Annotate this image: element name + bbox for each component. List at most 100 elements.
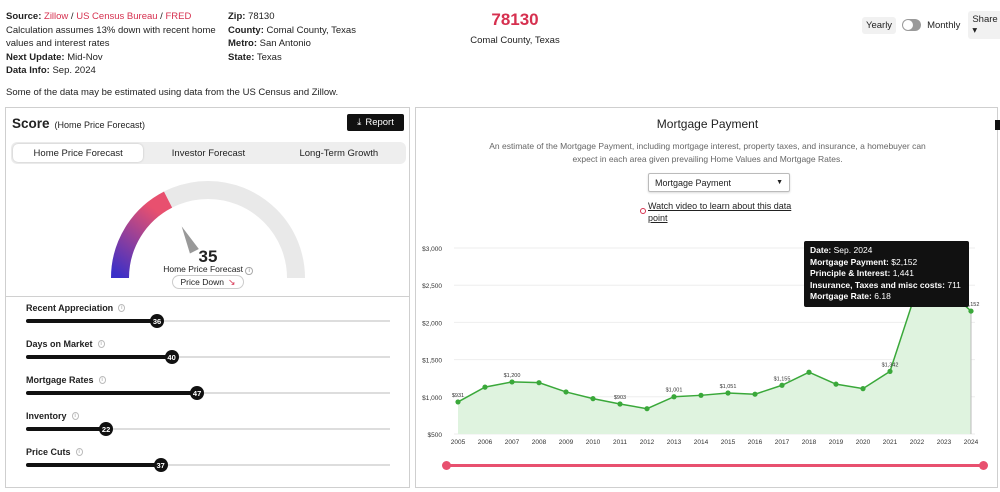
- range-slider[interactable]: [442, 461, 988, 470]
- factor-track: [26, 428, 390, 430]
- estimate-note: Some of the data may be estimated using …: [6, 87, 339, 98]
- source-link-zillow[interactable]: Zillow: [44, 11, 69, 22]
- state-label: State:: [228, 51, 255, 63]
- data-point: [482, 384, 488, 390]
- x-tick-label: 2017: [775, 439, 790, 446]
- x-tick-label: 2009: [559, 439, 574, 446]
- x-tick-label: 2021: [883, 439, 898, 446]
- x-tick-label: 2020: [856, 439, 871, 446]
- monthly-option[interactable]: Monthly: [927, 19, 961, 31]
- factor-value-knob[interactable]: 40: [164, 350, 179, 364]
- data-label: $1,001: [666, 388, 683, 394]
- county-value: Comal County, Texas: [266, 24, 356, 36]
- data-point: [887, 368, 893, 374]
- data-point: [968, 308, 974, 314]
- data-label: $903: [614, 395, 626, 401]
- factor-slider: Recent Appreciation i 36: [26, 303, 390, 328]
- next-update-label: Next Update:: [6, 51, 65, 63]
- y-tick-label: $1,000: [422, 395, 442, 402]
- data-label: $1,200: [504, 373, 521, 379]
- info-icon[interactable]: i: [71, 412, 79, 420]
- tab-long-term-growth[interactable]: Long-Term Growth: [299, 147, 379, 159]
- factor-name: Mortgage Rates i: [26, 375, 390, 385]
- info-icon[interactable]: i: [97, 340, 105, 348]
- source-link-fred[interactable]: FRED: [165, 11, 192, 22]
- tooltip-ins-label: Insurance, Taxes and misc costs:: [810, 279, 945, 290]
- range-end-handle[interactable]: [979, 461, 988, 470]
- factor-value-knob[interactable]: 36: [150, 314, 165, 328]
- tooltip-date: Sep. 2024: [833, 245, 873, 255]
- factor-slider: Inventory i 22: [26, 411, 390, 436]
- data-point: [698, 392, 704, 398]
- report-button[interactable]: ⤓ Report: [347, 114, 404, 131]
- source-label: Source:: [6, 11, 42, 22]
- mortgage-title: Mortgage Payment: [656, 117, 759, 131]
- page-title: 78130 Comal County, Texas: [430, 10, 600, 46]
- mortgage-description: An estimate of the Mortgage Payment, inc…: [489, 141, 926, 164]
- trend-badge: Price Down ↘: [172, 275, 244, 289]
- factor-slider: Days on Market i 40: [26, 339, 390, 364]
- gauge-score-value: 35: [198, 247, 218, 266]
- tooltip-payment: $2,152: [891, 256, 918, 267]
- yearly-option[interactable]: Yearly: [862, 16, 897, 34]
- x-tick-label: 2023: [937, 439, 952, 446]
- next-update-value: Mid-Nov: [67, 51, 103, 63]
- factor-name: Inventory i: [26, 411, 390, 421]
- score-gauge: [111, 181, 305, 279]
- tooltip-rate-label: Mortgage Rate:: [810, 291, 872, 301]
- series-line: [457, 285, 972, 410]
- y-tick-label: $2,500: [422, 283, 442, 290]
- factor-value-knob[interactable]: 37: [153, 458, 168, 472]
- score-header: Score (Home Price Forecast): [12, 116, 145, 131]
- info-icon[interactable]: i: [75, 448, 83, 456]
- download-icon: ⤓: [357, 117, 362, 128]
- factor-label: Mortgage Rates: [26, 375, 94, 385]
- x-tick-label: 2010: [586, 439, 601, 446]
- share-button[interactable]: Share ▾: [968, 11, 1000, 39]
- factor-value-knob[interactable]: 22: [99, 422, 114, 436]
- data-info-label: Data Info:: [6, 65, 50, 76]
- score-tabs: Home Price Forecast Investor Forecast Lo…: [11, 142, 406, 164]
- factor-label: Price Cuts: [26, 447, 71, 457]
- factor-value-knob[interactable]: 47: [190, 386, 205, 400]
- data-point: [833, 381, 839, 387]
- data-point: [806, 369, 812, 375]
- tab-investor-forecast[interactable]: Investor Forecast: [171, 147, 246, 159]
- tooltip-rate: 6.18: [874, 291, 891, 301]
- source-link-census[interactable]: US Census Bureau: [76, 11, 158, 22]
- factor-name: Recent Appreciation i: [26, 303, 390, 313]
- data-point: [779, 382, 785, 388]
- y-tick-label: $1,500: [422, 358, 442, 365]
- data-label: $1,051: [720, 384, 737, 390]
- tab-home-price-forecast[interactable]: Home Price Forecast: [13, 144, 144, 162]
- zip-value: 78130: [248, 11, 275, 22]
- factor-fill: [26, 391, 198, 395]
- range-start-handle[interactable]: [442, 461, 451, 470]
- location-info: Zip: 78130 County: Comal County, Texas M…: [228, 10, 448, 64]
- scrollbar-thumb[interactable]: [995, 120, 1000, 130]
- metric-select[interactable]: Mortgage Payment ▼: [648, 173, 790, 192]
- gauge-needle: [181, 226, 199, 254]
- factor-track: [26, 320, 390, 322]
- info-icon[interactable]: i: [118, 304, 126, 312]
- state-value: Texas: [256, 51, 282, 63]
- caret-down-icon: ▼: [776, 179, 783, 186]
- watch-video-link[interactable]: Watch video to learn about this data poi…: [648, 201, 792, 223]
- data-point: [590, 396, 596, 402]
- info-icon[interactable]: i: [245, 267, 253, 275]
- factor-label: Days on Market: [26, 339, 93, 349]
- factor-name: Price Cuts i: [26, 447, 390, 457]
- metro-label: Metro:: [228, 38, 258, 49]
- data-point: [671, 394, 677, 400]
- zip-label: Zip:: [228, 11, 246, 22]
- video-dot-icon: [640, 208, 646, 214]
- gauge-label: Home Price Forecast i: [158, 264, 258, 275]
- factor-fill: [26, 355, 172, 359]
- zip-title: 78130: [491, 10, 539, 29]
- info-icon[interactable]: i: [98, 376, 106, 384]
- trend-down-icon: ↘: [227, 276, 236, 287]
- yearly-monthly-switch[interactable]: [902, 19, 922, 31]
- report-label: Report: [365, 117, 394, 128]
- data-label: $1,342: [882, 362, 899, 368]
- data-label: $1,155: [774, 376, 791, 382]
